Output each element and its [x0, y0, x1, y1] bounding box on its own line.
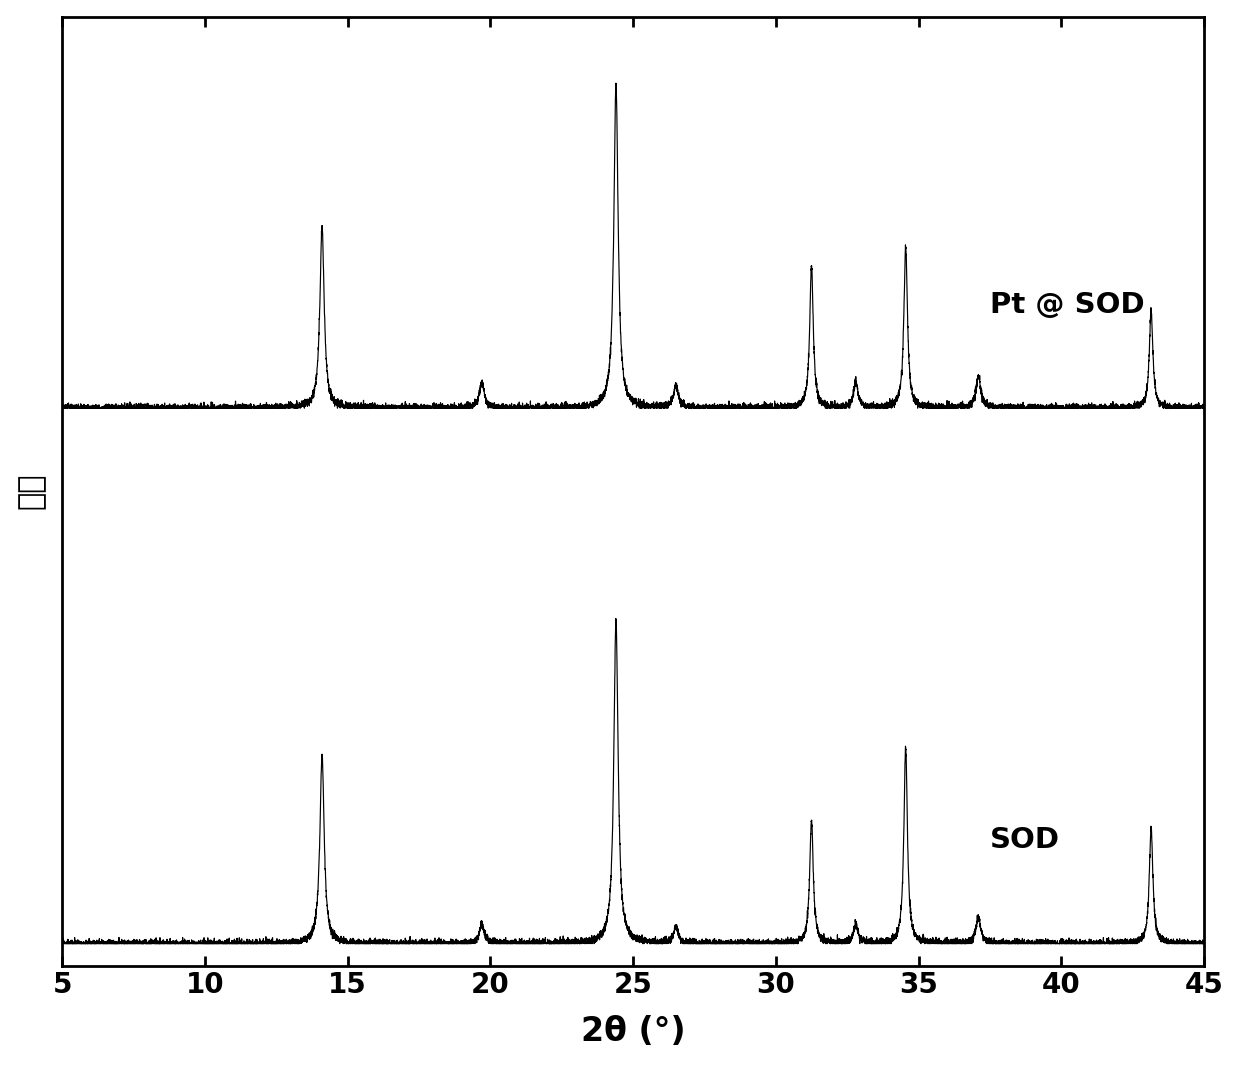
X-axis label: 2θ (°): 2θ (°) [580, 1015, 686, 1048]
Y-axis label: 强度: 强度 [16, 473, 46, 509]
Text: SOD: SOD [990, 826, 1060, 854]
Text: Pt @ SOD: Pt @ SOD [990, 291, 1145, 318]
